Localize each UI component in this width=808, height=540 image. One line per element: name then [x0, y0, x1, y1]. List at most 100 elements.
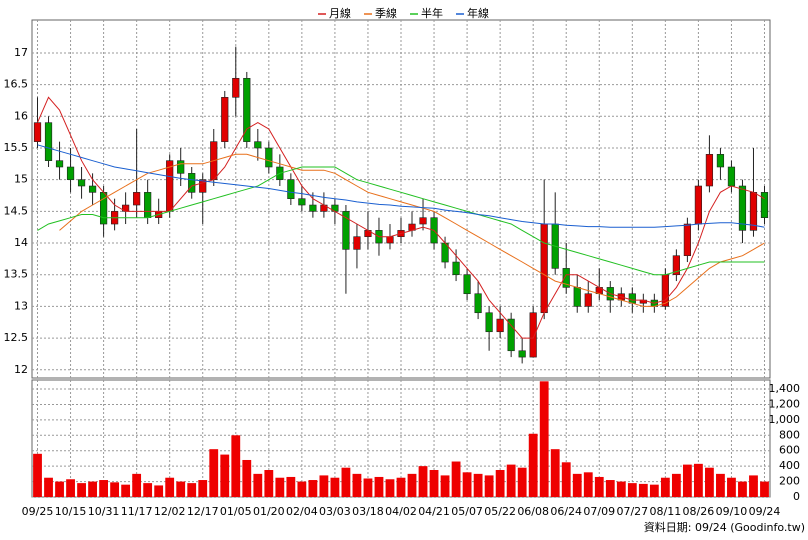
- y-tick-label: 14: [14, 236, 28, 249]
- volume-bar: [319, 475, 329, 497]
- volume-bar: [198, 480, 208, 497]
- candle-body: [287, 179, 295, 199]
- y2-tick-label: 800: [779, 428, 800, 441]
- candle-body: [573, 287, 581, 307]
- volume-bar: [407, 473, 417, 497]
- y-tick-label: 16: [14, 109, 28, 122]
- x-tick-label: 03/18: [352, 505, 384, 518]
- volume-bar: [583, 472, 593, 497]
- volume-bar: [716, 473, 725, 497]
- x-tick-label: 06/24: [550, 505, 582, 518]
- volume-bar: [749, 475, 758, 497]
- candle-body: [342, 211, 350, 250]
- candle-body: [353, 236, 361, 250]
- volume-bar: [352, 473, 362, 497]
- volume-bar: [143, 483, 153, 497]
- volume-bar: [121, 484, 131, 497]
- volume-bar: [727, 477, 736, 497]
- x-tick-label: 09/25: [22, 505, 54, 518]
- candle-body: [705, 154, 714, 187]
- ma-line: [59, 153, 765, 307]
- candle-body: [221, 97, 229, 142]
- volume-bar: [440, 475, 450, 497]
- volume-bar: [374, 476, 384, 497]
- candle-body: [44, 122, 53, 161]
- volume-bar: [55, 481, 64, 497]
- candle-body: [419, 217, 427, 225]
- candle-body: [716, 154, 725, 168]
- candle-body: [518, 350, 526, 358]
- volume-bar: [506, 464, 516, 497]
- x-tick-label: 10/15: [55, 505, 87, 518]
- candle-body: [694, 185, 703, 225]
- volume-bar: [561, 462, 571, 497]
- volume-bar: [308, 480, 318, 497]
- ma-line: [37, 96, 765, 339]
- candle-body: [683, 223, 691, 257]
- x-tick-label: 08/26: [683, 505, 715, 518]
- volume-bar: [176, 481, 186, 497]
- y-tick-label: 17: [14, 46, 28, 59]
- candle-body: [33, 122, 42, 142]
- volume-bar: [660, 477, 670, 497]
- volume-bar: [627, 483, 637, 497]
- volume-bar: [209, 449, 219, 497]
- volume-bar: [451, 461, 461, 497]
- x-tick-label: 08/11: [650, 505, 682, 518]
- volume-bar: [473, 473, 483, 497]
- candle-body: [485, 312, 493, 333]
- x-tick-label: 12/02: [154, 505, 186, 518]
- volume-bar: [693, 463, 703, 497]
- volume-bar: [760, 481, 769, 497]
- y-tick-label: 13: [14, 299, 28, 312]
- y2-tick-label: 600: [779, 444, 800, 457]
- candle-body: [452, 261, 460, 276]
- volume-bar: [671, 473, 681, 497]
- legend-label: 年線: [467, 6, 489, 20]
- x-tick-label: 06/08: [517, 505, 549, 518]
- candle-body: [55, 160, 64, 168]
- y-tick-label: 15: [14, 173, 28, 186]
- x-tick-label: 09/24: [749, 505, 781, 518]
- candle-body: [727, 166, 736, 187]
- candle-body: [265, 147, 273, 168]
- volume-bar: [462, 472, 472, 497]
- x-tick-label: 04/21: [418, 505, 450, 518]
- volume-bar: [77, 483, 86, 497]
- y2-tick-label: 200: [779, 475, 800, 488]
- x-tick-label: 01/20: [253, 505, 285, 518]
- y2-tick-label: 0: [793, 490, 800, 503]
- volume-bar: [341, 467, 351, 497]
- volume-bar: [616, 481, 626, 497]
- candle-body: [584, 293, 592, 307]
- candle-body: [672, 255, 680, 276]
- y-tick-label: 12.5: [4, 331, 29, 344]
- candle-body: [540, 223, 548, 314]
- x-tick-label: 12/17: [187, 505, 219, 518]
- volume-bar: [429, 470, 439, 497]
- volume-bar: [594, 476, 604, 497]
- candle-body: [760, 192, 769, 218]
- volume-bar: [99, 480, 109, 497]
- volume-bar: [66, 479, 75, 497]
- y2-tick-label: 400: [779, 459, 800, 472]
- volume-bar: [242, 459, 252, 497]
- volume-bar: [418, 466, 428, 497]
- y-tick-label: 12: [14, 363, 28, 376]
- y-tick-label: 15.5: [4, 141, 29, 154]
- candle-body: [474, 293, 482, 314]
- y-tick-label: 13.5: [4, 268, 29, 281]
- candle-body: [496, 318, 504, 333]
- candle-body: [199, 179, 207, 193]
- volume-bar: [330, 477, 340, 497]
- volume-bar: [550, 449, 560, 497]
- x-tick-label: 09/10: [716, 505, 748, 518]
- candle-body: [77, 179, 86, 187]
- volume-bar: [528, 433, 538, 497]
- x-tick-label: 03/03: [319, 505, 351, 518]
- ma-line: [37, 166, 765, 276]
- volume-bar: [605, 480, 615, 497]
- source-note: 資料日期: 09/24 (Goodinfo.tw): [644, 520, 805, 534]
- x-tick-label: 10/31: [88, 505, 120, 518]
